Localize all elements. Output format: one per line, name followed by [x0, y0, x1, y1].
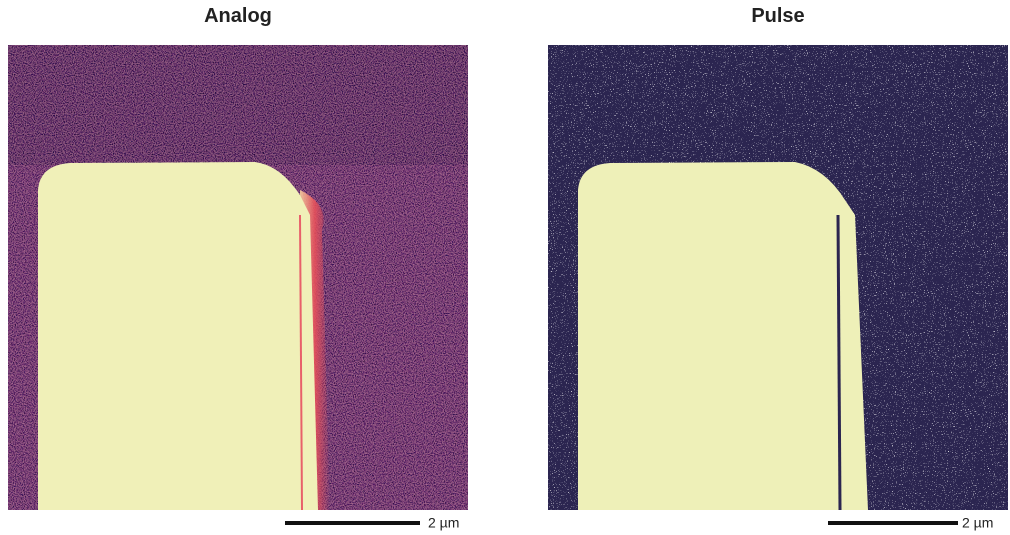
scale-bar-label: 2 µm	[428, 515, 459, 531]
pulse-image	[548, 45, 1008, 510]
page: Analog 2 µm Pulse 2 µm (() => { const da…	[0, 0, 1010, 535]
scale-bar-label: 2 µm	[962, 515, 993, 531]
figure: Analog 2 µm Pulse 2 µm	[0, 0, 1010, 535]
panel-title: Pulse	[751, 5, 804, 27]
panel-title: Analog	[204, 5, 272, 27]
analog-image	[8, 45, 468, 510]
